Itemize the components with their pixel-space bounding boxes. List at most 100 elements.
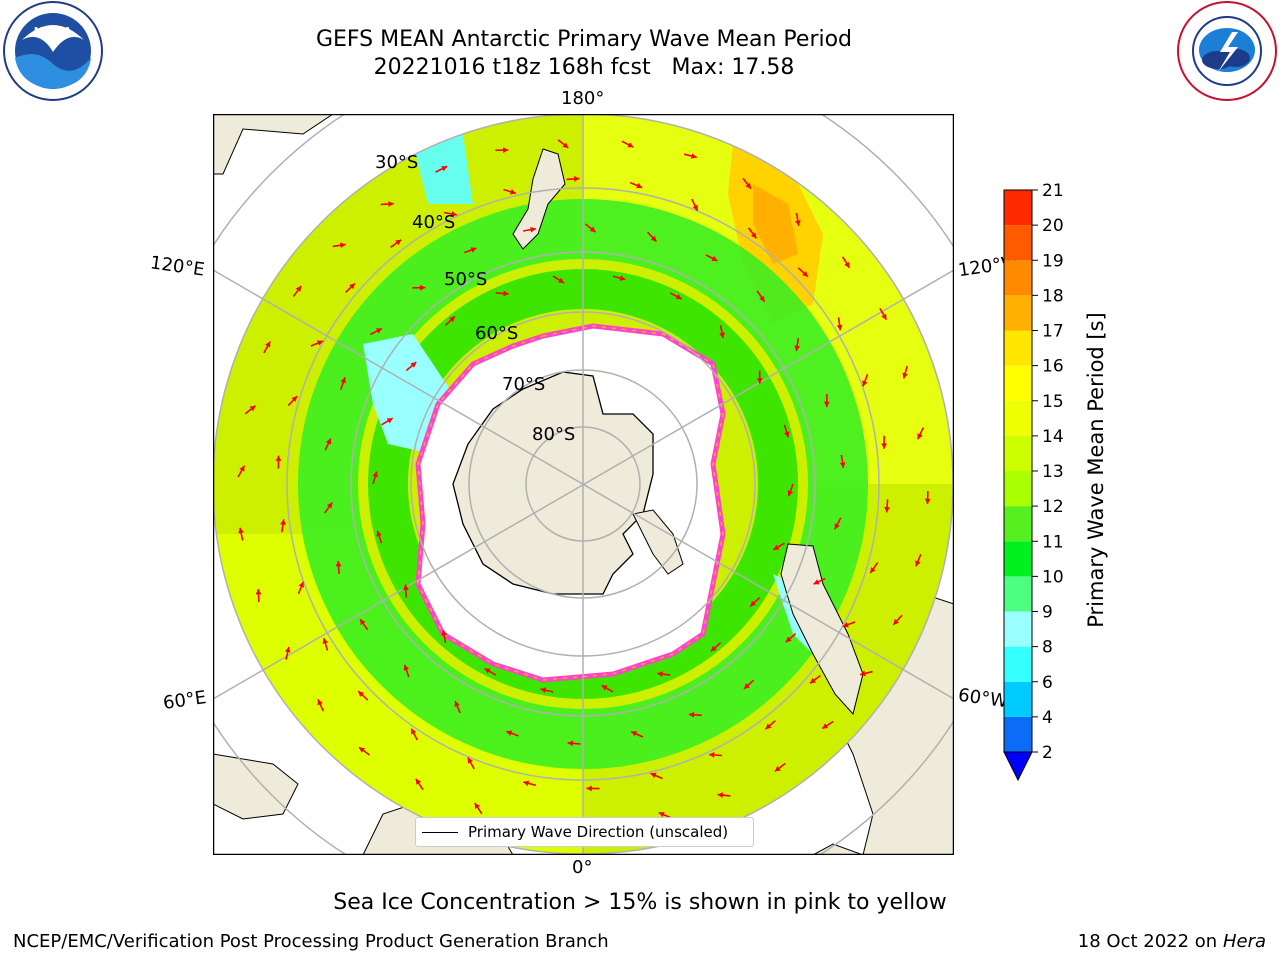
nws-logo	[1176, 0, 1278, 102]
wave-arrow-head	[335, 560, 342, 567]
wave-arrow-head	[386, 418, 393, 424]
wave-arrow-head	[484, 668, 491, 674]
wave-arrow-head	[359, 747, 365, 753]
wave-arrow-head	[562, 142, 569, 148]
wave-arrow-head	[636, 182, 643, 189]
wave-arrow-head	[773, 544, 780, 550]
wave-arrow-head	[631, 731, 638, 737]
wave-arrow-head	[688, 711, 695, 718]
wave-arrow-head	[388, 201, 394, 207]
wave-arrow-head	[586, 785, 592, 792]
colorbar-tick-label: 17	[1042, 322, 1064, 342]
wave-arrow-head	[802, 270, 808, 277]
wave-arrow-head	[265, 341, 271, 348]
wave-arrow-head	[451, 211, 457, 217]
lat-label-60s: 60°S	[475, 323, 519, 344]
lat-label-80s: 80°S	[532, 424, 576, 445]
lat-label-50s: 50°S	[444, 269, 488, 290]
map-legend: Primary Wave Direction (unscaled)	[415, 817, 754, 847]
colorbar-tick-label: 18	[1042, 286, 1064, 306]
colorbar-tick-label: 20	[1042, 216, 1064, 236]
wave-arrow-head	[862, 380, 868, 387]
colorbar-tick-label: 4	[1042, 708, 1053, 728]
colorbar-tick-label: 13	[1042, 462, 1064, 482]
wave-arrow-head	[884, 506, 890, 513]
colorbar-segment	[1004, 295, 1032, 331]
colorbar-tick-label: 14	[1042, 427, 1064, 447]
wave-arrow-head	[239, 465, 245, 472]
wave-arrow-head	[275, 455, 282, 461]
lon-label-120e: 120°E	[148, 252, 206, 281]
wave-arrow-head	[403, 664, 410, 671]
wave-arrow-head	[902, 372, 908, 379]
wave-arrow-head	[295, 285, 302, 292]
wave-arrow-head	[658, 811, 665, 818]
wave-arrow-head	[692, 204, 698, 211]
colorbar-tick-label: 19	[1042, 251, 1064, 271]
wave-arrow-head	[298, 581, 305, 588]
footer-credit: NCEP/EMC/Verification Post Processing Pr…	[13, 931, 609, 952]
wave-arrow-head	[506, 730, 513, 736]
map-panel	[212, 113, 955, 856]
colorbar: 2 4 6 8 9 10 11 12 13 14 15 16 17 18 19 20 21	[990, 180, 1110, 800]
wave-arrow-head	[474, 802, 481, 809]
wave-arrow-head	[325, 438, 332, 445]
colorbar-tick-label: 16	[1042, 357, 1064, 377]
wave-arrow-head	[322, 638, 329, 644]
wave-arrow-head	[785, 636, 792, 643]
wave-arrow-head	[349, 283, 355, 290]
wave-arrow-head	[784, 431, 790, 438]
colorbar-segment	[1004, 471, 1032, 507]
wave-arrow-head	[510, 189, 516, 195]
wave-arrow-head	[589, 226, 596, 233]
wave-arrow-head	[601, 685, 608, 691]
wave-arrow-head	[376, 328, 383, 334]
wave-arrow-head	[750, 232, 757, 239]
new-zealand	[512, 148, 566, 250]
colorbar-segment	[1004, 225, 1032, 261]
wave-arrow-head	[558, 277, 565, 284]
wave-arrow-head	[924, 498, 931, 505]
wave-arrow-head	[759, 295, 765, 302]
wave-arrow-head	[284, 646, 291, 653]
colorbar-segment	[1004, 400, 1032, 436]
wave-arrow-head	[750, 600, 756, 607]
colorbar-segment	[1004, 646, 1032, 682]
colorbar-segment	[1004, 681, 1032, 717]
wave-arrow-head	[420, 284, 426, 291]
wave-arrow-head	[650, 235, 657, 242]
wave-arrow-head	[657, 671, 663, 677]
colorbar-tick-label: 21	[1042, 181, 1064, 201]
colorbar-segment	[1004, 611, 1032, 647]
wave-arrow-head	[893, 618, 900, 625]
colorbar-segment	[1004, 260, 1032, 296]
colorbar-tick-label: 10	[1042, 567, 1064, 587]
lon-label-180: 180°	[561, 88, 605, 109]
wave-arrow-head	[441, 166, 448, 172]
wave-arrow-head	[410, 362, 417, 368]
wave-arrow-head	[411, 728, 417, 735]
wave-arrow-head	[813, 579, 820, 585]
south-america	[780, 543, 864, 716]
colorbar-segment	[1004, 506, 1032, 542]
colorbar-segment	[1004, 716, 1032, 752]
wave-arrow-head	[317, 340, 323, 346]
wave-arrow-head	[834, 523, 840, 530]
wave-arrow-head	[567, 740, 574, 747]
wave-arrow-head	[540, 687, 547, 694]
wave-arrow-head	[454, 701, 460, 708]
chart-title: GEFS MEAN Antarctic Primary Wave Mean Pe…	[315, 27, 853, 52]
wave-arrow-head	[745, 182, 751, 189]
colorbar-label: Primary Wave Mean Period [s]	[1084, 312, 1108, 628]
wave-arrow-head	[467, 757, 473, 764]
svg-text:NOAA: NOAA	[34, 24, 73, 39]
wave-arrow-head	[839, 462, 846, 468]
lon-label-60e: 60°E	[161, 687, 208, 714]
wave-direction-arrows	[237, 139, 931, 831]
colorbar-tick-label: 12	[1042, 497, 1064, 517]
wave-arrow-head	[255, 589, 262, 595]
wave-arrow-head	[719, 332, 725, 339]
wave-arrow-head	[881, 443, 887, 449]
lat-label-70s: 70°S	[502, 374, 546, 395]
wave-arrow-head	[249, 405, 256, 412]
